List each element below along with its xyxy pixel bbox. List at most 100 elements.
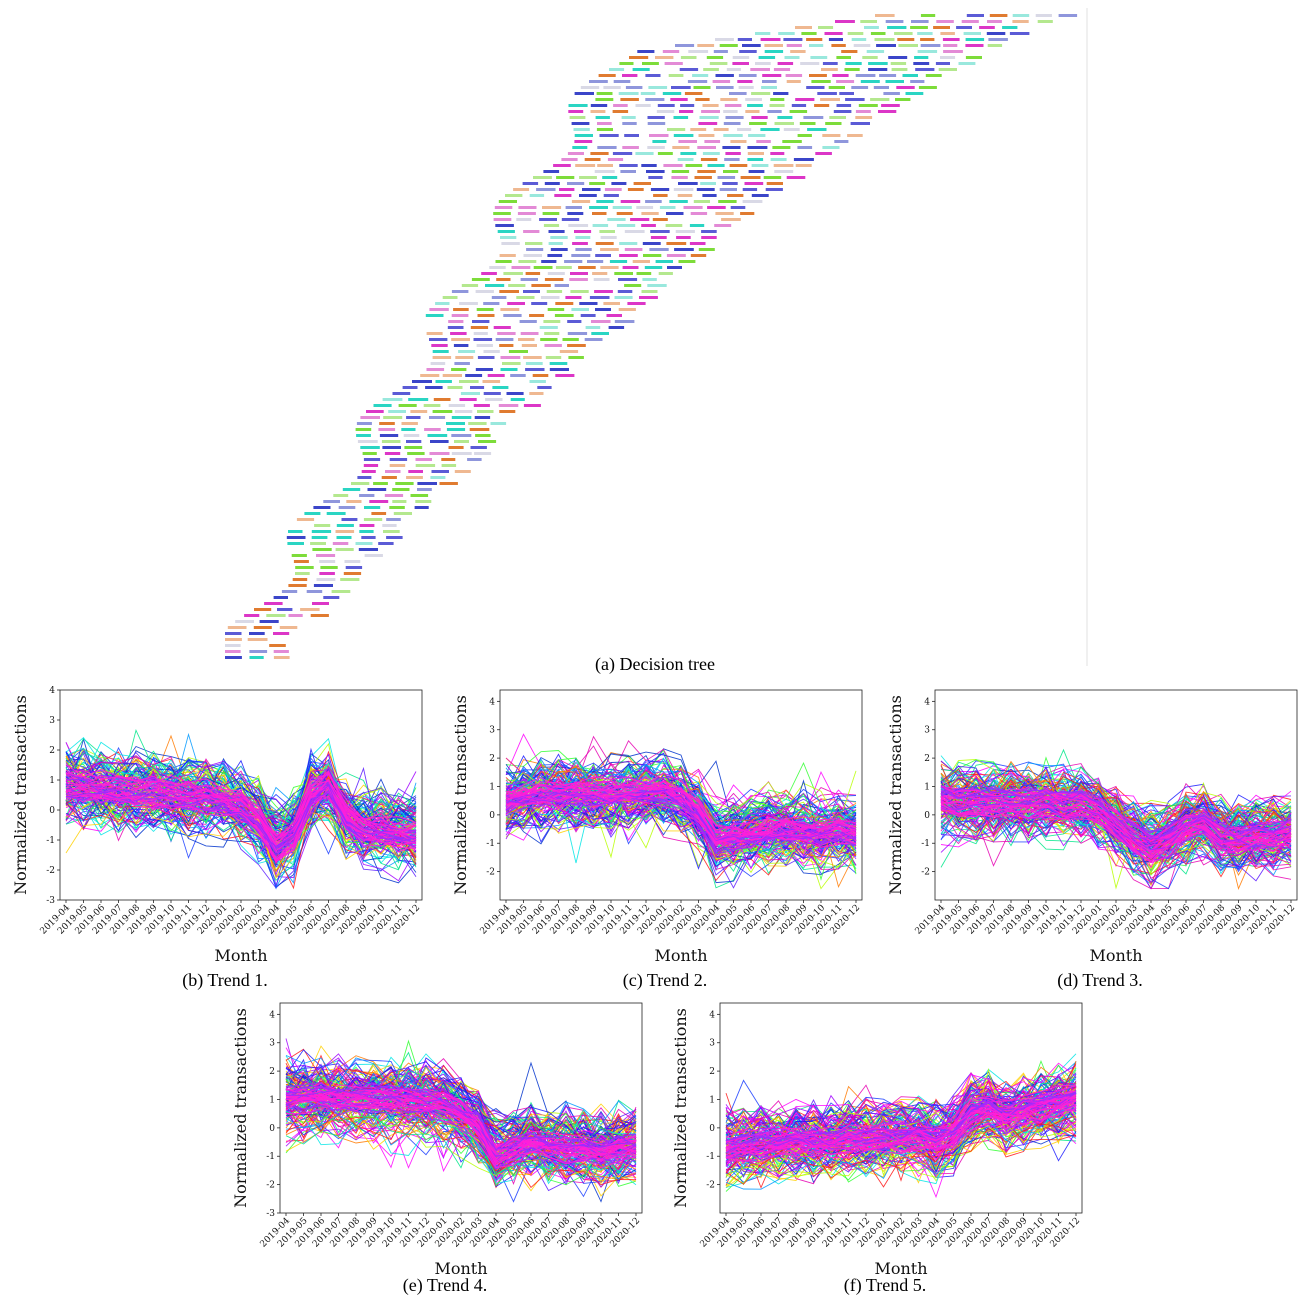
tree-node [485,284,505,287]
tree-node [476,344,493,347]
trend-chart-svg: -2-1012342019-042019-052019-062019-07201… [671,1002,1083,1278]
tree-node [616,212,633,215]
tree-node [809,44,824,47]
tree-node [671,176,688,179]
tree-node [673,188,694,191]
tree-node [529,194,545,197]
tree-node [545,356,562,359]
tree-node [831,44,846,47]
series-line [65,786,417,864]
tree-node [455,356,474,359]
y-tick-label: 1 [709,1095,715,1105]
tree-node [461,284,479,287]
tree-node [523,254,542,257]
tree-node [713,128,729,131]
tree-node [636,206,654,209]
tree-node [940,56,956,59]
tree-node [382,446,401,449]
tree-node [761,86,777,89]
tree-node [751,164,769,167]
tree-node [367,488,387,491]
tree-node [724,158,740,161]
tree-node [533,176,552,179]
tree-node [469,428,490,431]
tree-node [451,368,467,371]
tree-node [314,524,331,527]
tree-node [451,338,470,341]
tree-node [420,374,440,377]
tree-node [392,392,411,395]
tree-node [961,20,979,23]
tree-node [866,50,885,53]
tree-node [333,494,349,497]
tree-node [513,188,530,191]
tree-node [590,104,608,107]
series-lines [65,728,417,890]
tree-node [870,98,890,101]
series-lines [940,748,1292,891]
tree-node [407,452,425,455]
tree-node [762,80,777,83]
tree-node [649,134,669,137]
tree-node [676,236,691,239]
tree-node [614,320,635,323]
tree-node [448,446,464,449]
tree-node [475,290,494,293]
tree-node [574,92,594,95]
series-line [65,778,417,837]
tree-node [786,44,802,47]
series-line [285,1111,637,1182]
y-tick-label: 1 [49,776,55,786]
tree-node [425,386,443,389]
tree-node [567,212,584,215]
series-line [725,1093,1077,1154]
tree-node [765,188,783,191]
tree-node [293,560,309,563]
tree-node [618,278,638,281]
tree-node [432,350,449,353]
tree-node [406,476,423,479]
trend-chart-svg: -2-1012342019-042019-052019-062019-07201… [886,689,1298,965]
tree-node [833,110,852,113]
tree-node [584,338,603,341]
tree-node [855,110,871,113]
tree-node [603,194,619,197]
tree-node [810,56,828,59]
tree-node [835,20,855,23]
tree-node [715,74,734,77]
tree-node [709,62,728,65]
tree-node [697,44,715,47]
tree-node [398,404,417,407]
tree-node [316,554,336,557]
tree-node [273,596,288,599]
tree-node [310,614,329,617]
tree-node [818,26,834,29]
tree-node [648,86,668,89]
tree-node [490,422,507,425]
tree-node [767,110,782,113]
tree-node [424,428,441,431]
tree-node [432,410,453,413]
tree-node [567,152,584,155]
tree-node [493,218,512,221]
tree-node [559,188,575,191]
tree-node [755,32,771,35]
tree-node [371,512,387,515]
tree-node [965,38,985,41]
trend-4-chart: -3 -2 -1 0 1 2 3 4 2019-04 2019-05 2019-06 2019-07 2… [220,998,650,1278]
tree-node [364,554,383,557]
tree-node [963,32,981,35]
tree-node [540,338,558,341]
tree-node [829,116,846,119]
tree-node [225,644,241,647]
tree-node [503,314,522,317]
series-line [65,750,417,821]
tree-node [723,122,741,125]
tree-node [564,260,583,263]
tree-node [253,626,272,629]
series-lines [505,733,857,890]
tree-node [500,368,518,371]
tree-node [760,128,780,131]
tree-node [673,134,694,137]
tree-node [529,380,546,383]
